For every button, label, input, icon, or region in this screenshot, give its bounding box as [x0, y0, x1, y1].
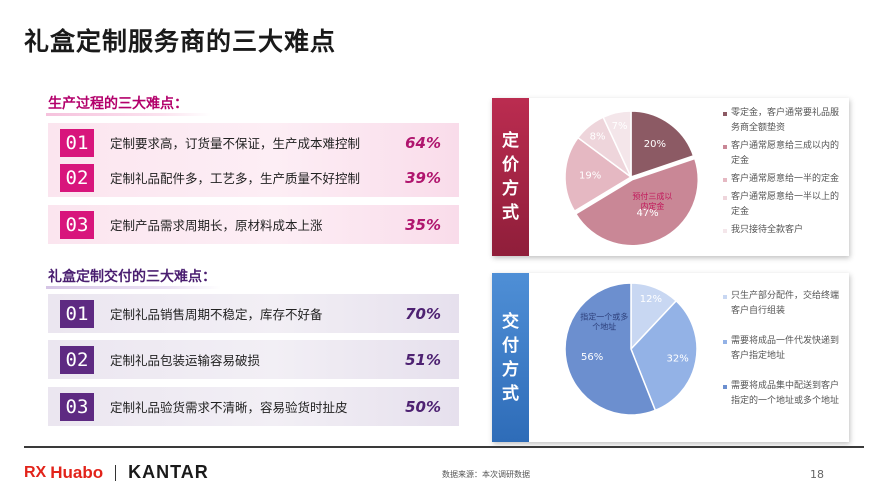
legend-swatch: [723, 295, 727, 299]
legend-swatch: [723, 385, 727, 389]
item-text: 定制礼品配件多，工艺多，生产质量不好控制: [110, 171, 361, 186]
pie-slice: [630, 110, 695, 179]
page-title: 礼盒定制服务商的三大难点: [24, 27, 337, 56]
production-heading-underline: [46, 113, 211, 116]
slice-value-label: 19%: [579, 171, 601, 182]
item-number: 02: [60, 163, 94, 192]
footer-divider: [24, 446, 864, 448]
slice-annotation: 预付三成以内定金: [632, 191, 672, 211]
pie-slice: [602, 110, 632, 178]
delivery-chart-title: 交付方式: [492, 273, 529, 442]
legend-label: 需要将成品一件代发快递到客户指定地址: [731, 336, 840, 361]
data-source: 数据来源：本次调研数据: [442, 470, 530, 479]
production-item-3: 03 定制产品需求周期长，原材料成本上涨 35%: [48, 205, 459, 244]
slice-value-label: 7%: [612, 121, 628, 132]
legend-item: 只生产部分配件，交给终端客户自行组装: [723, 289, 845, 319]
item-number: 01: [60, 299, 94, 328]
delivery-pie-chart: 12% 32% 56% 指定一个或多个地址: [564, 282, 698, 416]
huabo-logo-mark: RX: [24, 463, 47, 481]
item-number: 01: [60, 128, 94, 157]
pricing-pie-chart: 20% 47%预付三成以内定金 19% 8% 7%: [564, 110, 699, 247]
pie-slice: [574, 157, 699, 247]
huabo-logo-text: Huabo: [50, 462, 104, 482]
legend-item: 需要将成品一件代发快递到客户指定地址: [723, 334, 845, 364]
brand-logos: RX Huabo KANTAR: [24, 462, 209, 483]
item-number: 02: [60, 345, 94, 374]
legend-swatch: [723, 229, 727, 233]
item-percent: 64%: [405, 133, 441, 152]
production-item-2: 02 定制礼品配件多，工艺多，生产质量不好控制 39%: [48, 158, 459, 197]
legend-label: 需要将成品集中配送到客户指定的一个地址或多个地址: [731, 381, 840, 406]
item-percent: 50%: [405, 397, 441, 416]
delivery-legend: 只生产部分配件，交给终端客户自行组装 需要将成品一件代发快递到客户指定地址 需要将成…: [723, 289, 845, 424]
slice-annotation: 指定一个或多个地址: [580, 311, 628, 331]
delivery-chart-card: 交付方式 12% 32% 56% 指定一个或多个地址 只生产部分配件，交给终端客户自行…: [492, 273, 849, 442]
pie-slice: [564, 282, 657, 416]
legend-swatch: [723, 196, 727, 200]
slice-value-label: 56%: [581, 352, 603, 363]
pie-slice: [630, 299, 698, 412]
pricing-chart-title: 定价方式: [492, 98, 529, 256]
legend-item: 零定金，客户通常要礼品服务商全额垫资: [723, 106, 845, 136]
delivery-heading: 礼盒定制交付的三大难点：: [48, 269, 216, 285]
item-text: 定制礼品验货需求不清晰，容易验货时扯皮: [110, 400, 348, 415]
legend-label: 客户通常愿意给一半以上的定金: [731, 192, 840, 217]
slice-value-label: 32%: [667, 353, 689, 364]
pricing-chart-card: 定价方式 20% 47% 预付三成以内定金 19% 8% 7% 零定金，客户通常要礼品服务…: [492, 98, 849, 256]
legend-label: 零定金，客户通常要礼品服务商全额垫资: [731, 108, 840, 133]
item-number: 03: [60, 210, 94, 239]
pricing-legend: 零定金，客户通常要礼品服务商全额垫资 客户通常愿意给三成以内的定金 客户通常愿意给一…: [723, 106, 845, 241]
legend-item: 客户通常愿意给一半的定金: [723, 172, 845, 187]
logo-separator: [115, 464, 117, 481]
delivery-heading-underline: [46, 286, 221, 289]
item-number: 03: [60, 392, 94, 421]
item-text: 定制礼品销售周期不稳定，库存不好备: [110, 307, 323, 322]
legend-swatch: [723, 340, 727, 344]
legend-item: 客户通常愿意给三成以内的定金: [723, 139, 845, 169]
legend-item: 需要将成品集中配送到客户指定的一个地址或多个地址: [723, 379, 845, 409]
slice-value-label: 12%: [640, 294, 662, 305]
legend-item: 客户通常愿意给一半以上的定金: [723, 190, 845, 220]
item-percent: 39%: [405, 168, 441, 187]
delivery-item-2: 02 定制礼品包装运输容易破损 51%: [48, 340, 459, 379]
delivery-item-1: 01 定制礼品销售周期不稳定，库存不好备 70%: [48, 294, 459, 333]
item-percent: 70%: [405, 304, 441, 323]
item-percent: 35%: [405, 215, 441, 234]
item-percent: 51%: [405, 350, 441, 369]
production-heading: 生产过程的三大难点：: [48, 96, 188, 112]
slice-value-label: 8%: [590, 132, 606, 143]
item-text: 定制礼品包装运输容易破损: [110, 353, 261, 368]
legend-label: 我只接待全款客户: [731, 225, 804, 235]
legend-label: 只生产部分配件，交给终端客户自行组装: [731, 291, 840, 316]
legend-item: 我只接待全款客户: [723, 223, 845, 238]
delivery-item-3: 03 定制礼品验货需求不清晰，容易验货时扯皮 50%: [48, 387, 459, 426]
item-text: 定制要求高，订货量不保证，生产成本难控制: [110, 136, 361, 151]
production-item-1: 01 定制要求高，订货量不保证，生产成本难控制 64%: [48, 123, 459, 162]
legend-swatch: [723, 112, 727, 116]
page-number: 18: [810, 468, 824, 481]
legend-swatch: [723, 145, 727, 149]
slice-value-label: 47%: [636, 208, 658, 219]
slice-value-label: 20%: [644, 139, 666, 150]
legend-swatch: [723, 178, 727, 182]
pie-slice: [564, 136, 633, 213]
legend-label: 客户通常愿意给三成以内的定金: [731, 141, 840, 166]
kantar-logo: KANTAR: [128, 462, 209, 482]
legend-label: 客户通常愿意给一半的定金: [731, 174, 840, 184]
item-text: 定制产品需求周期长，原材料成本上涨: [110, 218, 323, 233]
